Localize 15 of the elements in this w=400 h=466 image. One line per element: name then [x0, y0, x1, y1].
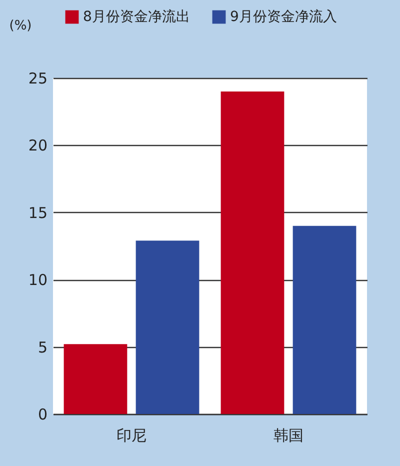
x-tick-label: 韩国 [274, 426, 304, 444]
x-tick-label: 印尼 [116, 426, 146, 444]
y-tick-label: 10 [28, 271, 48, 290]
bar [64, 344, 128, 414]
legend-label: 9月份资金净流入 [230, 9, 337, 25]
y-tick-label: 15 [28, 204, 48, 222]
bar [220, 91, 284, 414]
y-tick-label: 20 [28, 136, 48, 155]
y-tick-label: 5 [38, 338, 48, 356]
y-tick-label: 25 [28, 70, 48, 88]
y-tick-label: 0 [38, 406, 48, 424]
bar [292, 226, 356, 414]
legend-label: 8月份资金净流出 [83, 9, 190, 25]
y-axis-title: (%) [9, 18, 32, 34]
bar [136, 240, 200, 414]
